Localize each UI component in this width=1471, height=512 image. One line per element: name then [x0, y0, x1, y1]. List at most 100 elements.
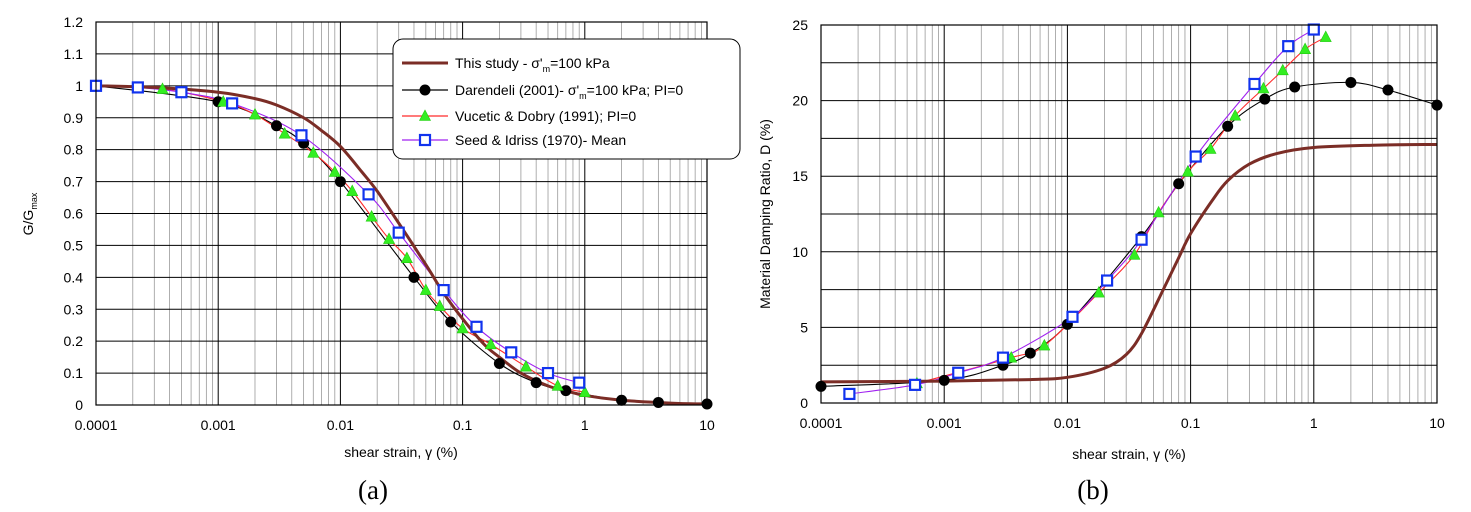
legend-label-this-study: This study - σ'm=100 kPa [455, 55, 610, 74]
data-point-square [362, 188, 375, 201]
panel-b-caption: (b) [1077, 475, 1108, 505]
data-point-triangle [578, 385, 591, 398]
series-line-darendeli-2001-m-100-kpa-pi-0 [820, 81, 1438, 387]
legend-label-darendeli: Darendeli (2001)- σ'm=100 kPa; PI=0 [455, 82, 683, 101]
data-point-triangle [307, 146, 320, 158]
data-point-triangle [1299, 42, 1312, 54]
data-point-triangle [1181, 165, 1194, 177]
data-point-circle [1024, 347, 1036, 359]
data-point-triangle [419, 283, 432, 295]
panel-b-markers [815, 23, 1443, 401]
legend-label-this-study-a: This study - σ' [455, 55, 543, 71]
data-point-circle [652, 396, 664, 408]
y-tick-label: 1.1 [64, 46, 84, 62]
x-tick-label: 1 [581, 417, 589, 433]
data-point-circle [1382, 84, 1394, 96]
data-point-circle [1259, 93, 1271, 105]
legend-label-this-study-b: =100 kPa [550, 55, 610, 71]
panel-b-tick-labels: 0.0001 0.001 0.01 0.1 1 10 0 5 10 15 20 25 [792, 17, 1445, 431]
y-tick-label: 0.2 [64, 333, 84, 349]
data-point-square [573, 376, 586, 389]
data-point-triangle [433, 299, 446, 311]
x-tick-label: 10 [1429, 415, 1445, 431]
x-tick-label: 0.001 [927, 415, 962, 431]
data-point-triangle [519, 360, 532, 372]
x-tick-label: 0.001 [201, 417, 236, 433]
y-tick-label: 15 [792, 168, 808, 184]
data-point-square [392, 226, 405, 239]
data-point-square [295, 129, 308, 142]
data-point-circle [1345, 76, 1357, 88]
data-point-square [1248, 77, 1261, 91]
x-tick-label: 1 [1310, 415, 1318, 431]
data-point-triangle [1319, 30, 1332, 42]
panel-a-plot-frame [95, 21, 708, 406]
panel-b-x-axis-label: shear strain, γ (%) [1072, 446, 1186, 462]
panel-b: 0.0001 0.001 0.01 0.1 1 10 0 5 10 15 20 25 shear st… [757, 17, 1445, 505]
data-point-square [1307, 23, 1320, 36]
panel-a-y-axis-label-subscript: max [29, 192, 39, 210]
data-point-triangle [1152, 205, 1165, 218]
y-tick-label: 0 [800, 395, 808, 411]
data-point-triangle [1276, 63, 1289, 76]
series-line-this-study-m-100-kpa [820, 142, 1438, 384]
data-point-triangle [156, 82, 169, 94]
data-point-triangle [346, 184, 359, 196]
legend-markers [402, 84, 448, 147]
series-line-seed-idriss-1970-mean [849, 29, 1315, 395]
y-tick-label: 0.6 [64, 206, 84, 222]
legend-label-darendeli-a: Darendeli (2001)- σ' [455, 82, 579, 98]
x-tick-label: 0.1 [453, 417, 473, 433]
data-point-circle [493, 358, 505, 370]
data-point-circle [271, 120, 283, 132]
data-point-square [1100, 274, 1114, 287]
data-point-circle [616, 394, 628, 406]
x-tick-label: 10 [699, 417, 715, 433]
data-point-triangle [1204, 142, 1217, 154]
data-point-triangle [365, 210, 378, 222]
y-tick-label: 5 [800, 319, 808, 335]
data-point-square [1282, 40, 1295, 53]
x-tick-label: 0.1 [1181, 415, 1201, 431]
data-point-triangle [1257, 81, 1270, 94]
data-point-triangle [1128, 248, 1141, 260]
panel-b-curves [820, 29, 1438, 395]
data-point-triangle [400, 251, 413, 263]
data-point-square [843, 387, 856, 401]
y-tick-label: 0.1 [64, 365, 84, 381]
y-tick-label: 0.3 [64, 301, 84, 317]
data-point-triangle [278, 127, 291, 139]
data-point-triangle [248, 107, 261, 120]
data-point-square [505, 346, 518, 359]
legend-label-darendeli-b: =100 kPa; PI=0 [587, 82, 684, 98]
data-point-triangle [456, 321, 469, 334]
data-point-square [437, 284, 450, 297]
y-tick-label: 0.8 [64, 142, 84, 158]
data-point-square [226, 97, 239, 110]
legend: This study - σ'm=100 kPa Darendeli (2001… [392, 38, 741, 160]
legend-label-vucetic-dobry: Vucetic & Dobry (1991); PI=0 [455, 108, 636, 124]
y-tick-label: 10 [792, 244, 808, 260]
data-point-triangle [217, 95, 230, 107]
data-point-square [131, 81, 144, 94]
panel-a-caption: (a) [358, 475, 388, 505]
panel-a-tick-labels: 0.0001 0.001 0.01 0.1 1 10 0 0.1 0.2 0.3 0.4 0.5 0.6… [64, 14, 715, 433]
legend-label-this-study-sub: m [543, 64, 551, 74]
y-tick-label: 1 [75, 78, 83, 94]
y-tick-label: 0.7 [64, 174, 84, 190]
legend-label-darendeli-sub: m [579, 91, 587, 101]
data-point-circle [334, 176, 346, 188]
data-point-square [470, 320, 483, 333]
data-point-square [952, 366, 965, 379]
legend-box [392, 38, 741, 160]
y-tick-label: 25 [792, 17, 808, 33]
legend-swatch-triangle [419, 109, 431, 121]
panel-b-grid [820, 24, 1437, 404]
panel-b-y-axis-label: Material Damping Ratio, D (%) [757, 119, 773, 309]
panel-a-x-axis-label: shear strain, γ (%) [344, 444, 458, 460]
data-point-triangle [1092, 285, 1105, 298]
data-point-triangle [551, 379, 564, 391]
panel-b-plot-frame [820, 24, 1438, 404]
legend-swatch-square [418, 133, 432, 147]
